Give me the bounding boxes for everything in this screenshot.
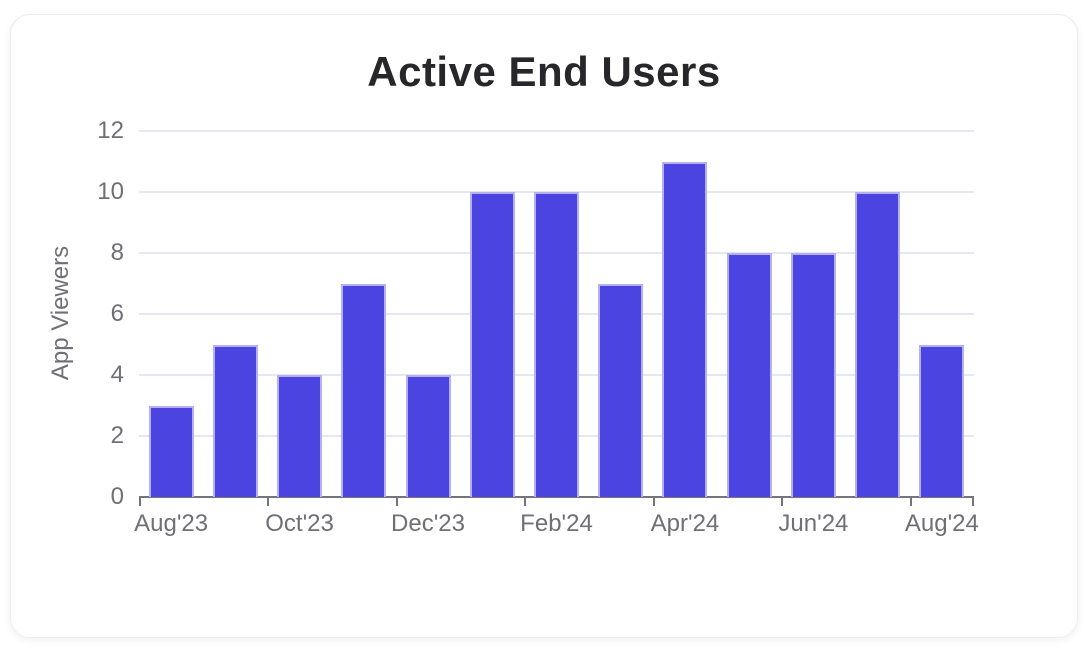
x-axis-line: [139, 496, 974, 498]
x-tick-mark: [267, 498, 270, 506]
chart-card: Active End Users App Viewers 0 2 4 6 8 10 12 Au…: [10, 14, 1078, 638]
x-tick-mark: [139, 498, 141, 506]
x-tick-label: Oct'23: [265, 510, 334, 537]
bar-sep23[interactable]: [212, 344, 258, 497]
x-tick-label: Dec'23: [391, 510, 466, 537]
y-tick-label: 8: [110, 239, 124, 266]
x-tick-label: Apr'24: [650, 510, 720, 537]
bar-oct23[interactable]: [277, 375, 323, 497]
x-tick-mark: [395, 498, 398, 506]
y-tick-label: 6: [110, 300, 124, 327]
bar-dec23[interactable]: [405, 375, 451, 497]
y-tick-label: 2: [110, 422, 124, 449]
x-tick-label: Aug'23: [134, 510, 209, 537]
x-tick-mark: [524, 498, 527, 506]
x-tick-label: Jun'24: [778, 510, 849, 537]
bar-feb24[interactable]: [534, 192, 579, 497]
y-tick-label: 0: [110, 483, 124, 510]
bar-nov23[interactable]: [341, 283, 387, 497]
plot-area: 0 2 4 6 8 10 12 Aug'23 Oct'23 Dec'23 Feb'24 Apr'24 J…: [97, 117, 979, 537]
x-tick-label: Feb'24: [520, 510, 593, 537]
bar-aug23[interactable]: [148, 405, 194, 497]
y-tick-label: 4: [110, 361, 124, 388]
x-tick-mark: [909, 498, 912, 506]
y-tick-label: 10: [97, 178, 124, 205]
bar-jan24[interactable]: [469, 192, 515, 497]
bar-mar24[interactable]: [598, 283, 644, 497]
chart-title: Active End Users: [367, 48, 721, 95]
x-tick-mark: [652, 498, 655, 506]
x-tick-mark: [972, 498, 974, 506]
bar-apr24[interactable]: [662, 161, 708, 497]
gridline: [139, 130, 974, 132]
bar-may24[interactable]: [726, 253, 772, 497]
x-tick-mark: [781, 498, 784, 506]
bar-aug24[interactable]: [919, 344, 965, 497]
y-tick-label: 12: [97, 117, 124, 144]
bar-jun24[interactable]: [790, 253, 836, 497]
bar-jul24[interactable]: [855, 192, 901, 497]
y-axis-title-label: App Viewers: [47, 245, 74, 381]
x-tick-label: Aug'24: [904, 510, 979, 537]
